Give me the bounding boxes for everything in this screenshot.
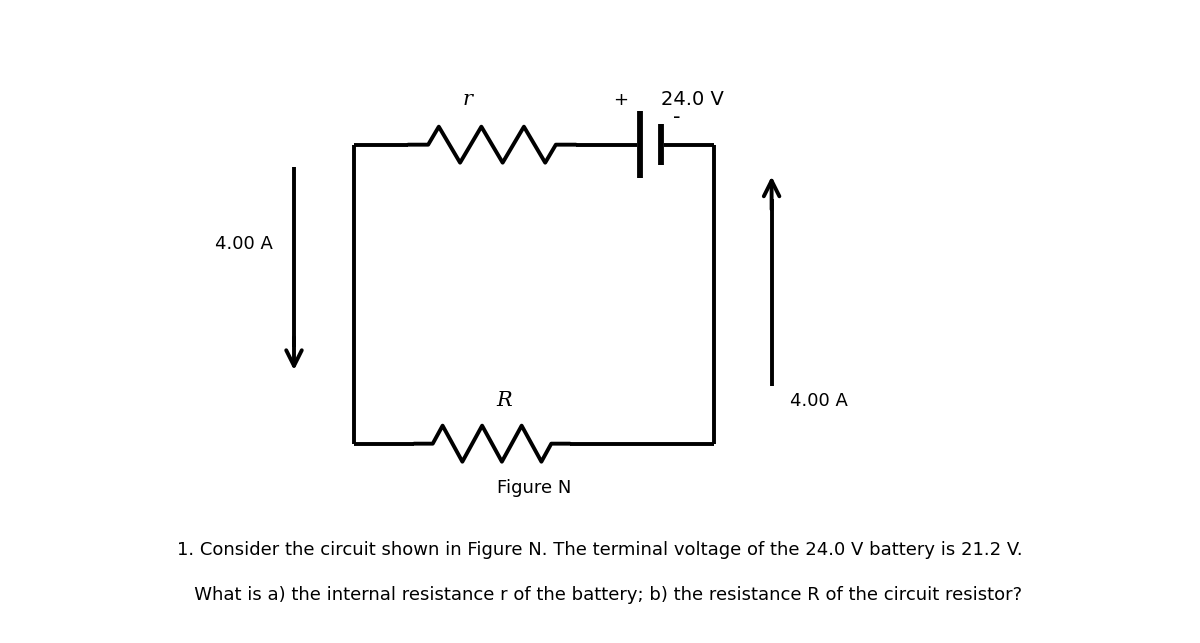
Text: +: + bbox=[613, 91, 628, 109]
Text: -: - bbox=[673, 107, 680, 127]
Text: R: R bbox=[496, 391, 512, 410]
Text: 4.00 A: 4.00 A bbox=[790, 392, 847, 410]
Text: r: r bbox=[463, 90, 473, 109]
Text: Figure N: Figure N bbox=[497, 479, 571, 497]
Text: 24.0 V: 24.0 V bbox=[661, 90, 724, 109]
Text: 4.00 A: 4.00 A bbox=[215, 235, 272, 253]
Text: What is a) the internal resistance r of the battery; b) the resistance R of the : What is a) the internal resistance r of … bbox=[178, 586, 1022, 604]
Text: 1. Consider the circuit shown in Figure N. The terminal voltage of the 24.0 V ba: 1. Consider the circuit shown in Figure … bbox=[178, 541, 1022, 559]
